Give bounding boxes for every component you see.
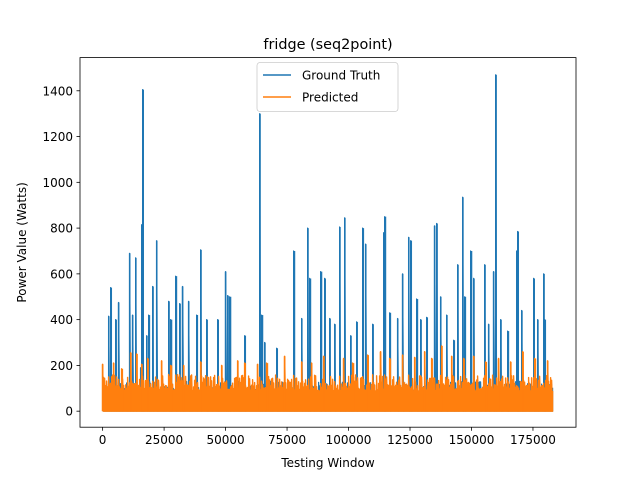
y-tick-label: 600	[50, 267, 73, 281]
x-axis-label: Testing Window	[280, 456, 375, 470]
y-tick-label: 1000	[42, 176, 73, 190]
x-tick-label: 75000	[268, 433, 306, 447]
y-tick-label: 0	[65, 405, 73, 419]
chart-title: fridge (seq2point)	[263, 37, 392, 53]
x-tick-label: 25000	[145, 433, 183, 447]
y-tick-label: 800	[50, 222, 73, 236]
y-tick-label: 1400	[42, 84, 73, 98]
y-axis: 0 200 400 600 800 1000 1200 1400	[42, 84, 80, 419]
x-tick-label: 100000	[326, 433, 372, 447]
y-tick-label: 400	[50, 313, 73, 327]
x-tick-label: 0	[99, 433, 107, 447]
legend-label-ground-truth: Ground Truth	[302, 69, 380, 83]
axes-frame	[79, 57, 577, 428]
legend-label-predicted: Predicted	[302, 91, 358, 105]
y-axis-label: Power Value (Watts)	[15, 182, 29, 302]
y-tick-label: 1200	[42, 130, 73, 144]
x-tick-label: 50000	[206, 433, 244, 447]
y-tick-label: 200	[50, 359, 73, 373]
x-tick-label: 150000	[449, 433, 495, 447]
x-axis: 0 25000 50000 75000 100000 125000 150000 175000	[99, 427, 556, 447]
legend-box	[256, 62, 399, 112]
series-predicted	[101, 345, 554, 412]
series-line-predicted	[101, 345, 554, 412]
legend: Ground Truth Predicted	[256, 62, 399, 112]
x-tick-label: 175000	[510, 433, 556, 447]
x-tick-label: 125000	[387, 433, 433, 447]
